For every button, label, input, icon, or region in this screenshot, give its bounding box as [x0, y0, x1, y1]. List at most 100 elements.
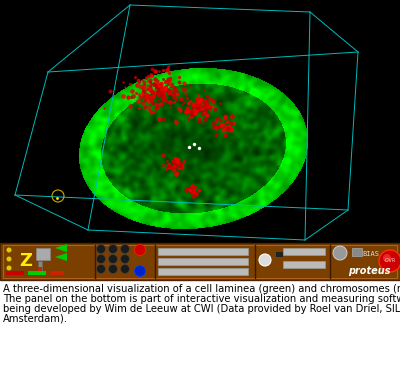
Ellipse shape: [42, 42, 344, 254]
Point: [220, 121, 226, 127]
Point: [216, 100, 223, 106]
Point: [155, 92, 161, 98]
Point: [165, 63, 172, 69]
Point: [162, 83, 169, 89]
Point: [170, 164, 177, 170]
Point: [160, 92, 166, 98]
Circle shape: [6, 266, 12, 270]
Point: [227, 119, 234, 125]
Point: [156, 88, 162, 94]
Point: [171, 167, 178, 173]
Point: [145, 73, 152, 79]
Point: [192, 110, 198, 115]
Point: [144, 82, 150, 88]
Point: [201, 110, 208, 116]
Point: [160, 115, 166, 121]
Point: [166, 164, 172, 170]
Circle shape: [108, 245, 118, 254]
Circle shape: [96, 255, 106, 263]
Point: [221, 125, 228, 131]
Point: [151, 81, 157, 87]
Point: [222, 124, 228, 130]
Point: [224, 127, 230, 133]
Point: [173, 119, 179, 125]
Point: [168, 87, 174, 93]
Point: [140, 93, 146, 99]
Polygon shape: [55, 244, 67, 252]
Point: [185, 108, 191, 114]
Point: [197, 97, 204, 103]
Ellipse shape: [37, 38, 349, 258]
Point: [186, 108, 193, 114]
Point: [201, 100, 208, 106]
Circle shape: [333, 246, 347, 260]
Point: [139, 90, 145, 96]
Point: [132, 90, 139, 96]
Circle shape: [108, 255, 118, 263]
Point: [154, 91, 160, 97]
Point: [189, 188, 196, 194]
Point: [172, 171, 179, 177]
Text: Amsterdam).: Amsterdam).: [3, 314, 68, 324]
Point: [196, 118, 202, 124]
Point: [148, 110, 154, 115]
Point: [149, 89, 155, 94]
Point: [134, 82, 140, 88]
Point: [166, 80, 173, 86]
Point: [218, 122, 224, 128]
Point: [160, 94, 167, 100]
Point: [196, 103, 202, 109]
Point: [178, 96, 184, 101]
Point: [183, 108, 190, 114]
Point: [141, 94, 147, 100]
Point: [174, 157, 180, 163]
Point: [151, 92, 158, 98]
Polygon shape: [55, 253, 67, 261]
Point: [154, 101, 160, 107]
Point: [145, 103, 152, 109]
Point: [189, 187, 196, 193]
Point: [164, 78, 170, 84]
Point: [160, 93, 166, 99]
Point: [142, 96, 148, 102]
Point: [191, 185, 198, 191]
Point: [212, 106, 219, 112]
Point: [194, 97, 201, 103]
Point: [177, 107, 183, 113]
Point: [206, 105, 213, 111]
Point: [132, 75, 138, 80]
Point: [188, 113, 194, 119]
Point: [160, 87, 167, 93]
Point: [170, 165, 176, 170]
Point: [228, 126, 234, 132]
Point: [222, 114, 228, 120]
Point: [194, 101, 200, 107]
Point: [182, 90, 189, 96]
Point: [191, 141, 197, 147]
Point: [231, 120, 237, 125]
Point: [176, 165, 182, 171]
Point: [204, 93, 210, 99]
Point: [152, 76, 158, 82]
Point: [107, 88, 113, 94]
Point: [160, 162, 166, 168]
Point: [154, 86, 161, 92]
Point: [140, 100, 146, 106]
Point: [189, 101, 196, 107]
Point: [129, 88, 136, 94]
Point: [192, 190, 199, 196]
Point: [159, 95, 166, 101]
Bar: [158, 268, 248, 275]
Point: [174, 91, 180, 97]
Point: [164, 158, 170, 164]
Point: [213, 125, 220, 131]
Point: [194, 96, 200, 102]
Point: [171, 86, 178, 92]
Point: [152, 68, 158, 74]
Point: [189, 183, 195, 189]
Point: [179, 164, 185, 170]
Point: [154, 83, 161, 89]
Point: [163, 98, 170, 104]
Point: [141, 81, 148, 87]
Point: [170, 94, 177, 100]
